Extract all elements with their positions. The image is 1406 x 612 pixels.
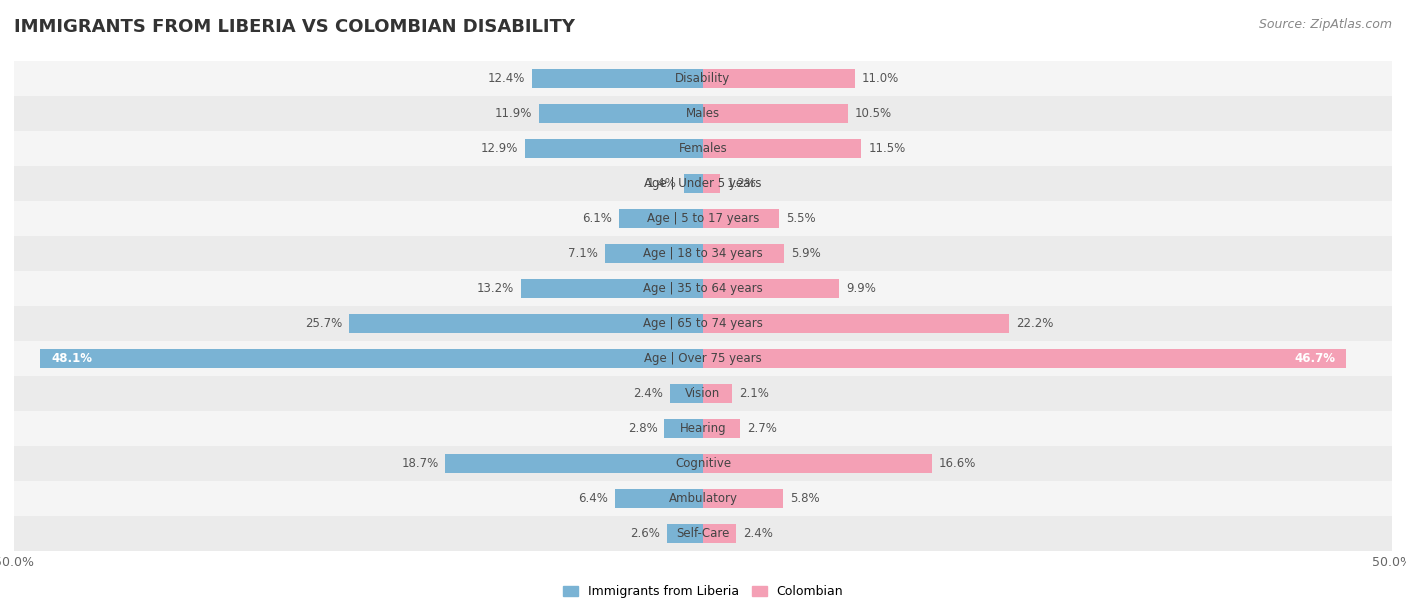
Bar	[14, 306, 1392, 341]
Text: 9.9%: 9.9%	[846, 282, 876, 295]
Text: Age | 18 to 34 years: Age | 18 to 34 years	[643, 247, 763, 260]
Bar	[703, 69, 855, 88]
Bar	[446, 453, 703, 473]
Text: 22.2%: 22.2%	[1015, 317, 1053, 330]
Bar	[14, 376, 1392, 411]
Bar	[14, 516, 1392, 551]
Text: 46.7%: 46.7%	[1295, 352, 1336, 365]
Text: IMMIGRANTS FROM LIBERIA VS COLOMBIAN DISABILITY: IMMIGRANTS FROM LIBERIA VS COLOMBIAN DIS…	[14, 18, 575, 36]
Text: 6.1%: 6.1%	[582, 212, 612, 225]
Bar	[14, 131, 1392, 166]
Bar	[349, 314, 703, 333]
Bar	[703, 384, 733, 403]
Text: 6.4%: 6.4%	[578, 492, 607, 505]
Legend: Immigrants from Liberia, Colombian: Immigrants from Liberia, Colombian	[558, 580, 848, 603]
Bar	[538, 104, 703, 123]
Text: 11.9%: 11.9%	[495, 107, 531, 120]
Bar	[703, 104, 848, 123]
Bar	[665, 419, 703, 438]
Text: 2.8%: 2.8%	[628, 422, 658, 435]
Bar	[668, 524, 703, 543]
Bar	[14, 271, 1392, 306]
Bar	[703, 524, 737, 543]
Text: Age | 35 to 64 years: Age | 35 to 64 years	[643, 282, 763, 295]
Text: 11.0%: 11.0%	[862, 72, 898, 85]
Bar	[703, 209, 779, 228]
Text: 7.1%: 7.1%	[568, 247, 599, 260]
Text: 1.4%: 1.4%	[647, 177, 676, 190]
Text: Cognitive: Cognitive	[675, 457, 731, 470]
Bar	[619, 209, 703, 228]
Text: Males: Males	[686, 107, 720, 120]
Text: 2.1%: 2.1%	[738, 387, 769, 400]
Bar	[14, 96, 1392, 131]
Bar	[703, 453, 932, 473]
Bar	[14, 446, 1392, 481]
Text: 5.5%: 5.5%	[786, 212, 815, 225]
Bar	[703, 489, 783, 508]
Bar	[14, 166, 1392, 201]
Bar	[703, 349, 1347, 368]
Text: 2.4%: 2.4%	[742, 527, 773, 540]
Text: 48.1%: 48.1%	[51, 352, 93, 365]
Text: Vision: Vision	[685, 387, 721, 400]
Bar	[614, 489, 703, 508]
Bar	[14, 411, 1392, 446]
Bar	[531, 69, 703, 88]
Text: 16.6%: 16.6%	[939, 457, 976, 470]
Bar	[41, 349, 703, 368]
Text: 2.6%: 2.6%	[630, 527, 661, 540]
Text: Disability: Disability	[675, 72, 731, 85]
Text: 10.5%: 10.5%	[855, 107, 891, 120]
Text: Age | 65 to 74 years: Age | 65 to 74 years	[643, 317, 763, 330]
Text: Hearing: Hearing	[679, 422, 727, 435]
Text: Ambulatory: Ambulatory	[668, 492, 738, 505]
Bar	[605, 244, 703, 263]
Text: 18.7%: 18.7%	[401, 457, 439, 470]
Text: Females: Females	[679, 142, 727, 155]
Text: 13.2%: 13.2%	[477, 282, 515, 295]
Text: Age | 5 to 17 years: Age | 5 to 17 years	[647, 212, 759, 225]
Bar	[703, 174, 720, 193]
Bar	[526, 139, 703, 159]
Bar	[14, 201, 1392, 236]
Bar	[14, 61, 1392, 96]
Bar	[14, 341, 1392, 376]
Bar	[522, 279, 703, 298]
Bar	[703, 244, 785, 263]
Bar	[14, 481, 1392, 516]
Text: 12.4%: 12.4%	[488, 72, 526, 85]
Text: 12.9%: 12.9%	[481, 142, 519, 155]
Bar	[703, 314, 1010, 333]
Text: 11.5%: 11.5%	[869, 142, 905, 155]
Text: Age | Under 5 years: Age | Under 5 years	[644, 177, 762, 190]
Text: 1.2%: 1.2%	[727, 177, 756, 190]
Text: Age | Over 75 years: Age | Over 75 years	[644, 352, 762, 365]
Text: 2.4%: 2.4%	[633, 387, 664, 400]
Text: 2.7%: 2.7%	[747, 422, 778, 435]
Text: Source: ZipAtlas.com: Source: ZipAtlas.com	[1258, 18, 1392, 31]
Bar	[14, 236, 1392, 271]
Text: Self-Care: Self-Care	[676, 527, 730, 540]
Bar	[703, 419, 740, 438]
Bar	[703, 279, 839, 298]
Bar	[669, 384, 703, 403]
Bar	[683, 174, 703, 193]
Text: 5.8%: 5.8%	[790, 492, 820, 505]
Text: 25.7%: 25.7%	[305, 317, 342, 330]
Text: 5.9%: 5.9%	[792, 247, 821, 260]
Bar	[703, 139, 862, 159]
